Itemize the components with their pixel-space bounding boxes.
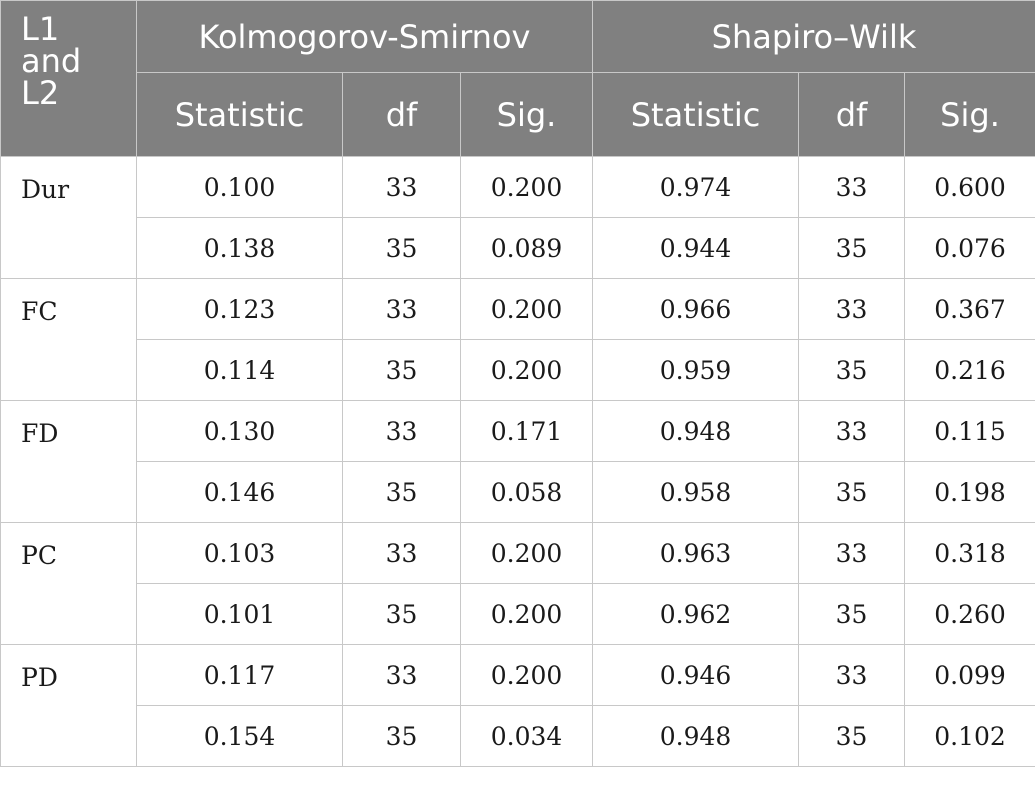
table-cell: 0.958 [592, 461, 800, 523]
corner-line-1: L1 [21, 10, 60, 48]
table-cell: 0.959 [592, 339, 800, 401]
table-cell: 35 [798, 461, 906, 523]
variable-label: PC [0, 522, 137, 645]
table-cell: 0.102 [904, 705, 1035, 767]
table-row: FC 0.123 33 0.200 0.966 33 0.367 [0, 278, 1035, 401]
table-cell: 0.948 [592, 705, 800, 767]
variable-label: Dur [0, 156, 137, 279]
table-cell: 35 [342, 583, 461, 645]
table-cell: 0.200 [459, 644, 594, 706]
table-row: PD 0.117 33 0.200 0.946 33 0.099 [0, 644, 1035, 767]
table-cell: 0.076 [904, 217, 1035, 279]
table-cell: 0.130 [136, 400, 343, 462]
table-row: 0.154 35 0.034 0.948 35 0.102 [1, 705, 1035, 767]
table-cell: 0.099 [904, 644, 1035, 706]
table-cell: 0.600 [904, 156, 1035, 218]
table-cell: 0.200 [459, 156, 594, 218]
table-cell: 35 [798, 339, 906, 401]
table-body: Dur 0.100 33 0.200 0.974 33 0.600 0.138 … [0, 156, 1035, 767]
table-cell: 0.114 [136, 339, 343, 401]
table-cell: 0.367 [904, 278, 1035, 340]
table-cell: 35 [798, 217, 906, 279]
table-cell: 33 [798, 644, 906, 706]
table-row: 0.138 35 0.089 0.944 35 0.076 [1, 217, 1035, 279]
table-cell: 0.089 [459, 217, 594, 279]
table-cell: 35 [342, 705, 461, 767]
group-header-shapiro-wilk: Shapiro–Wilk [592, 0, 1035, 73]
table-cell: 0.318 [904, 522, 1035, 584]
table-cell: 0.962 [592, 583, 800, 645]
table-row: Dur 0.100 33 0.200 0.974 33 0.600 [0, 156, 1035, 279]
table-cell: 0.058 [459, 461, 594, 523]
table-cell: 33 [798, 156, 906, 218]
table-cell: 0.146 [136, 461, 343, 523]
ks-statistic-header: Statistic [136, 72, 343, 157]
table-cell: 0.123 [136, 278, 343, 340]
table-row: 0.114 35 0.200 0.959 35 0.216 [1, 339, 1035, 401]
table-cell: 0.974 [592, 156, 800, 218]
table-cell: 0.966 [592, 278, 800, 340]
variable-label: FC [0, 278, 137, 401]
sw-sig-header: Sig. [904, 72, 1035, 157]
table-cell: 33 [798, 522, 906, 584]
table-cell: 0.200 [459, 522, 594, 584]
table-row: 0.146 35 0.058 0.958 35 0.198 [1, 461, 1035, 523]
ks-sig-header: Sig. [459, 72, 594, 157]
table-cell: 33 [342, 522, 461, 584]
variable-label: PD [0, 644, 137, 767]
corner-line-3: L2 [21, 74, 60, 112]
sw-df-header: df [798, 72, 906, 157]
table-header: L1 and L2 Kolmogorov-Smirnov Shapiro–Wil… [0, 0, 1035, 157]
table-cell: 0.200 [459, 339, 594, 401]
table-cell: 0.198 [904, 461, 1035, 523]
table-cell: 0.034 [459, 705, 594, 767]
table-cell: 35 [342, 461, 461, 523]
table-cell: 0.948 [592, 400, 800, 462]
table-cell: 35 [342, 217, 461, 279]
table-cell: 0.100 [136, 156, 343, 218]
table-cell: 0.946 [592, 644, 800, 706]
table-cell: 0.944 [592, 217, 800, 279]
corner-header: L1 and L2 [0, 0, 137, 157]
table-row: FD 0.130 33 0.171 0.948 33 0.115 [0, 400, 1035, 523]
table-cell: 33 [342, 400, 461, 462]
table-cell: 0.200 [459, 278, 594, 340]
table-cell: 0.138 [136, 217, 343, 279]
table-row: 0.101 35 0.200 0.962 35 0.260 [1, 583, 1035, 645]
table-cell: 0.154 [136, 705, 343, 767]
table-cell: 33 [342, 644, 461, 706]
table-cell: 0.101 [136, 583, 343, 645]
table-cell: 0.216 [904, 339, 1035, 401]
table-cell: 0.200 [459, 583, 594, 645]
variable-label: FD [0, 400, 137, 523]
table-cell: 0.963 [592, 522, 800, 584]
ks-df-header: df [342, 72, 461, 157]
normality-test-table: L1 and L2 Kolmogorov-Smirnov Shapiro–Wil… [0, 0, 1035, 767]
sw-statistic-header: Statistic [592, 72, 800, 157]
corner-line-2: and [21, 42, 82, 80]
table-cell: 35 [342, 339, 461, 401]
table-cell: 33 [798, 278, 906, 340]
table-cell: 35 [798, 583, 906, 645]
table-cell: 33 [342, 156, 461, 218]
table-cell: 0.103 [136, 522, 343, 584]
table-cell: 0.260 [904, 583, 1035, 645]
table-cell: 0.117 [136, 644, 343, 706]
group-header-kolmogorov-smirnov: Kolmogorov-Smirnov [135, 0, 594, 73]
table-cell: 0.115 [904, 400, 1035, 462]
table-row: PC 0.103 33 0.200 0.963 33 0.318 [0, 522, 1035, 645]
table-cell: 0.171 [459, 400, 594, 462]
table-cell: 33 [342, 278, 461, 340]
table-cell: 33 [798, 400, 906, 462]
table-cell: 35 [798, 705, 906, 767]
